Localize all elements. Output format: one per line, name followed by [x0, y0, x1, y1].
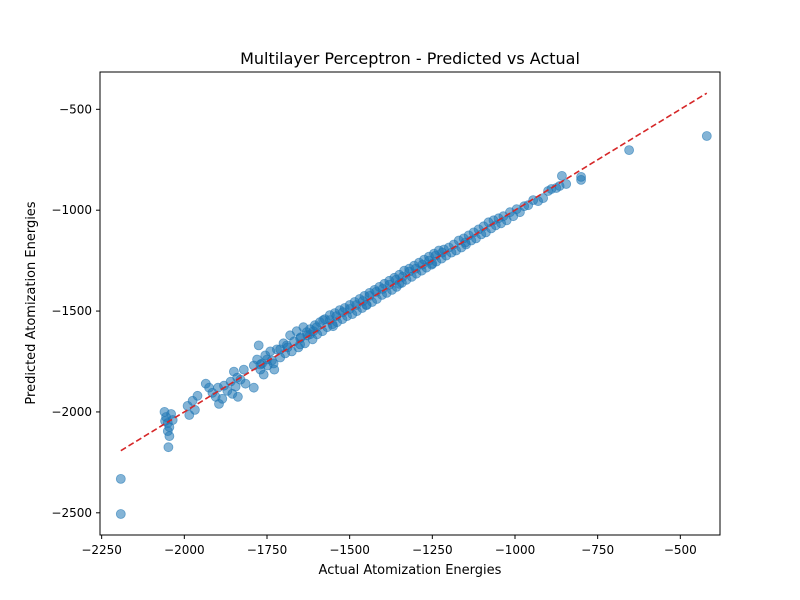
data-point-189 [361, 300, 372, 310]
y-axis-label: Predicted Atomization Energies [24, 201, 39, 404]
x-axis-ticks: −2250 −2000 −1750 −1500 −1250 −1000 −750 −500 [81, 535, 697, 557]
data-point-34 [240, 378, 251, 389]
x-tick-label: −2250 [81, 543, 122, 557]
data-point-148 [538, 193, 548, 204]
x-tick-label: −750 [581, 543, 614, 557]
data-point-8 [164, 431, 175, 442]
data-point-158 [701, 131, 712, 141]
y-tick-label: −2000 [51, 405, 92, 419]
reference-line-layer [120, 92, 708, 452]
data-point-33 [238, 364, 249, 375]
data-point-154 [561, 179, 572, 189]
x-tick-label: −1000 [495, 543, 536, 557]
y-tick-label: −1500 [51, 304, 92, 318]
plot-frame [99, 71, 721, 536]
data-point-157 [624, 145, 634, 156]
x-axis-label: Actual Atomization Energies [319, 563, 502, 578]
y-tick-label: −500 [59, 102, 92, 116]
y-tick-label: −2500 [51, 506, 92, 520]
data-point-40 [258, 369, 269, 380]
points-layer [115, 131, 712, 519]
data-point-23 [217, 393, 228, 404]
data-point-153 [557, 170, 567, 181]
x-tick-label: −1500 [329, 543, 370, 557]
x-tick-label: −1250 [412, 543, 453, 557]
data-point-0 [115, 473, 126, 484]
data-point-9 [163, 442, 174, 453]
chart-title: Multilayer Perceptron - Predicted vs Act… [240, 49, 580, 68]
data-point-35 [248, 382, 259, 393]
x-tick-label: −500 [664, 543, 697, 557]
data-point-156 [576, 174, 586, 185]
reference-line [120, 92, 708, 452]
data-point-37 [253, 340, 264, 351]
x-tick-label: −1750 [247, 543, 288, 557]
y-tick-label: −1000 [51, 203, 92, 217]
data-point-1 [115, 509, 126, 519]
x-tick-label: −2000 [164, 543, 205, 557]
y-axis-ticks: −2500 −2000 −1500 −1000 −500 [51, 102, 100, 520]
data-point-31 [232, 391, 243, 402]
data-point-16 [192, 390, 203, 401]
